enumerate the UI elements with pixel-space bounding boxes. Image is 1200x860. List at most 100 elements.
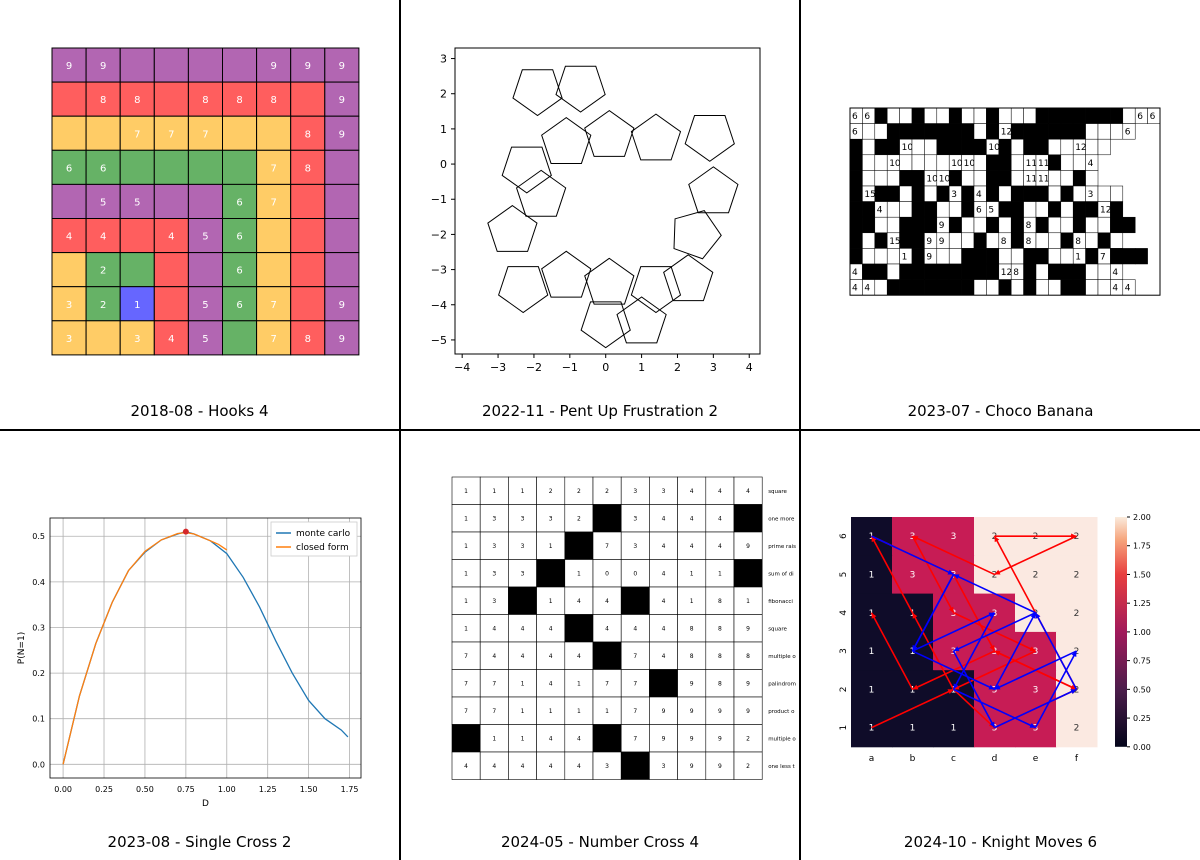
numcross-cell bbox=[620, 696, 650, 725]
choco-cell-black bbox=[1010, 216, 1024, 234]
hooks-cell bbox=[290, 252, 326, 288]
choco-number: 11 bbox=[1026, 159, 1037, 169]
choco-cell-white bbox=[862, 138, 876, 156]
knight-move-blue bbox=[953, 612, 1036, 652]
knight-heat-cell bbox=[1056, 593, 1098, 633]
hooks-cell bbox=[222, 286, 258, 322]
choco-number: 12 bbox=[1001, 268, 1012, 278]
choco-number: 6 bbox=[864, 112, 870, 122]
numcross-cell bbox=[733, 614, 763, 643]
hooks-number: 9 bbox=[305, 61, 311, 72]
knight-arrowhead bbox=[912, 684, 919, 690]
numcross-cell bbox=[479, 559, 509, 588]
choco-cell-black bbox=[911, 216, 925, 234]
panel-choco[interactable]: 6 6 6 6 6 12 6 10 10 12 10 10 10 11 11 4 10 10 11 11 15 3 4 3 4 6… bbox=[801, 0, 1200, 431]
knight-cell-value: 2 bbox=[1074, 570, 1080, 580]
panel-numcross[interactable]: 1 1 1 2 2 2 3 3 4 4 4 1 3 3 3 2 3 4 4 4 1 3 3 1 7 3 4 4 4 9 1 3 3 1 0 0 4 1 1 1… bbox=[401, 431, 801, 860]
numcross-cell bbox=[705, 476, 735, 505]
knight-col-label: b bbox=[910, 754, 916, 764]
choco-cell-black bbox=[1110, 248, 1124, 265]
numcross-cell bbox=[479, 614, 509, 643]
numcross-cell bbox=[677, 559, 707, 588]
knight-move-red bbox=[911, 535, 955, 614]
choco-cell-black bbox=[911, 201, 925, 218]
hooks-cell bbox=[290, 286, 326, 322]
pentagon bbox=[688, 166, 739, 214]
hooks-cell bbox=[256, 149, 292, 185]
hooks-number: 5 bbox=[202, 300, 208, 311]
choco-cell-black bbox=[998, 201, 1012, 218]
numcross-digit: 9 bbox=[690, 763, 694, 770]
panel-pent[interactable]: −4 −3 −2 −1 0 1 2 3 4 3 2 1 0 −1 −2 −3 −4 −5 2022-11 - Pe… bbox=[401, 0, 801, 431]
hooks-cell bbox=[51, 252, 87, 288]
choco-cell-white bbox=[1097, 263, 1111, 280]
hooks-grid: 9 9 9 9 9 8 8 8 8 8 9 7 7 7 8 9 6 6 7 8 5 5 6 7 4 4 4 5 6 2 6 3 2 1 5 6 7 9 3 3… bbox=[51, 47, 360, 356]
numcross-digit: 0 bbox=[633, 570, 637, 577]
numcross-digit: 8 bbox=[718, 653, 722, 660]
numcross-digit: 7 bbox=[492, 708, 496, 715]
choco-cell-white bbox=[1060, 201, 1074, 218]
pent-xtick-label: 1 bbox=[638, 361, 645, 374]
choco-cell-black bbox=[1023, 185, 1037, 202]
choco-cell-white bbox=[862, 232, 876, 249]
numcross-digit: 9 bbox=[662, 708, 666, 715]
choco-cell-white bbox=[899, 185, 913, 202]
numcross-digit: 8 bbox=[718, 598, 722, 605]
knight-cell-value: 1 bbox=[910, 724, 916, 734]
choco-cell-white bbox=[973, 123, 987, 140]
knight-arrowhead bbox=[994, 569, 1001, 575]
knight-colorbar-label: 1.50 bbox=[1133, 570, 1151, 579]
choco-cell-white bbox=[874, 248, 888, 265]
numcross-digit: 9 bbox=[718, 735, 722, 742]
choco-cell-black bbox=[948, 170, 962, 187]
choco-number: 12 bbox=[1001, 128, 1012, 138]
choco-cell-black bbox=[911, 232, 925, 249]
knight-cell-value: 1 bbox=[951, 724, 957, 734]
knight-arrowhead bbox=[1029, 646, 1036, 652]
numcross-cell bbox=[451, 504, 481, 533]
choco-cell-white bbox=[1048, 216, 1062, 234]
numcross-cell bbox=[564, 504, 594, 533]
hooks-cell bbox=[324, 81, 360, 117]
pentagon bbox=[580, 301, 631, 349]
numcross-cell bbox=[536, 476, 566, 505]
single-ytick-label: 0.5 bbox=[32, 532, 45, 541]
choco-cell-black bbox=[924, 279, 938, 296]
hooks-number: 7 bbox=[270, 163, 276, 174]
numcross-digit: 1 bbox=[521, 708, 525, 715]
choco-number: 6 bbox=[1125, 128, 1131, 138]
choco-cell-black bbox=[849, 248, 863, 265]
choco-cell-black bbox=[911, 263, 925, 280]
choco-cell-black bbox=[1023, 123, 1037, 140]
panel-hooks[interactable]: 9 9 9 9 9 8 8 8 8 8 9 7 7 7 8 9 6 6 7 8 5 5 6 7 4 4 4 5 6 2 6 3 2 1 5 6 7 9 3 3… bbox=[0, 0, 401, 431]
panel-single[interactable]: 0.00 0.25 0.50 0.75 1.00 1.25 1.50 1.75 0.0 0.1 0.… bbox=[0, 431, 401, 860]
numcross-cell bbox=[451, 614, 481, 643]
single-xlabel: D bbox=[202, 799, 209, 809]
hooks-number: 5 bbox=[202, 334, 208, 345]
hooks-number: 9 bbox=[100, 61, 106, 72]
single-legend-box bbox=[270, 521, 358, 557]
hooks-cell bbox=[324, 183, 360, 219]
single-ytick-label: 0.4 bbox=[32, 578, 45, 587]
choco-cell-black bbox=[1072, 107, 1086, 124]
hooks-cell bbox=[187, 47, 223, 83]
panel-knight[interactable]: 133222133222113322113332111332111332abcd… bbox=[801, 431, 1200, 860]
numcross-cell bbox=[592, 669, 622, 698]
numcross-digit: 7 bbox=[633, 735, 637, 742]
hooks-cell bbox=[187, 252, 223, 288]
choco-cell-white bbox=[973, 107, 987, 124]
numcross-cell-black bbox=[649, 669, 678, 698]
numcross-clue: product o bbox=[768, 709, 795, 715]
knight-move-red bbox=[911, 612, 955, 690]
choco-number: 8 bbox=[1026, 237, 1032, 247]
numcross-digit: 7 bbox=[633, 680, 637, 687]
pentagon bbox=[498, 266, 549, 314]
choco-cell-black bbox=[924, 216, 938, 234]
numcross-digit: 1 bbox=[464, 598, 468, 605]
numcross-digit: 4 bbox=[464, 763, 468, 770]
choco-cell-black bbox=[1085, 107, 1099, 124]
hooks-cell bbox=[222, 149, 258, 185]
numcross-cell-black bbox=[451, 724, 481, 753]
hooks-number: 9 bbox=[339, 61, 345, 72]
